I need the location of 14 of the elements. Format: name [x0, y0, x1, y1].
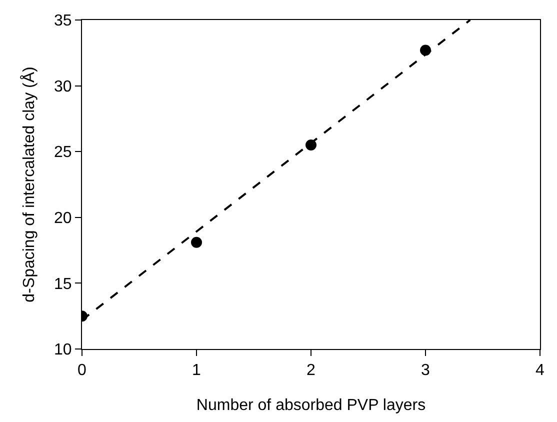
y-tick-label: 30	[54, 78, 72, 96]
y-axis-title: d-Spacing of intercalated clay (Å)	[20, 66, 38, 302]
x-tick-label: 1	[192, 362, 202, 380]
x-tick-label: 0	[78, 362, 87, 380]
point	[191, 236, 202, 248]
x-tick-label: 3	[421, 362, 430, 380]
x-axis-title: Number of absorbed PVP layers	[196, 396, 426, 414]
y-tick-label: 20	[54, 210, 72, 227]
x-tick-label: 4	[536, 362, 545, 380]
x-tick-label: 2	[306, 362, 316, 380]
y-tick-label: 35	[54, 12, 72, 30]
y-tick-label: 25	[54, 144, 72, 162]
y-tick-label: 10	[54, 342, 72, 359]
y-tick-label: 15	[54, 276, 72, 293]
